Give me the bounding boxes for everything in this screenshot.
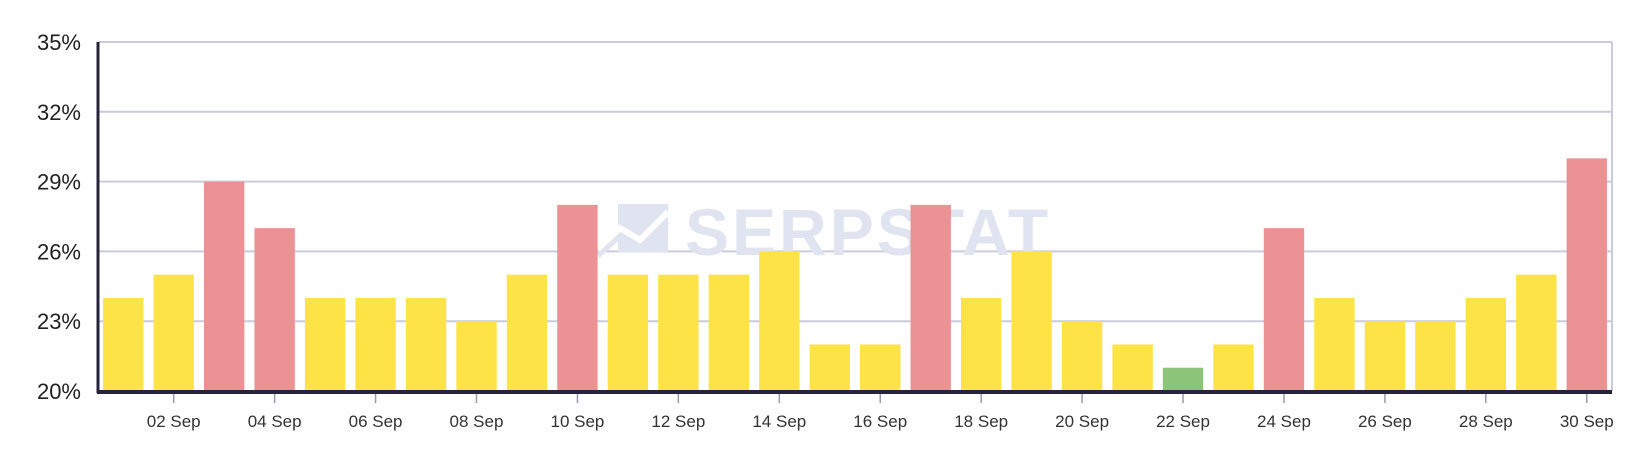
x-tick-label: 08 Sep [450, 412, 504, 431]
logo-trend-shadow [596, 220, 670, 258]
x-tick-label: 06 Sep [349, 412, 403, 431]
x-tick-label: 20 Sep [1055, 412, 1109, 431]
bar-19-sep[interactable] [1011, 251, 1052, 391]
bar-18-sep[interactable] [960, 297, 1002, 391]
bar-22-sep[interactable] [1162, 367, 1204, 391]
bar-02-sep[interactable] [153, 274, 194, 391]
bar-08-sep[interactable] [456, 321, 497, 391]
bar-16-sep[interactable] [860, 344, 901, 391]
bar-13-sep[interactable] [708, 274, 750, 391]
x-tick-label: 12 Sep [651, 412, 705, 431]
y-tick-label: 23% [37, 309, 81, 334]
bar-09-sep[interactable] [506, 274, 548, 391]
bar-01-sep[interactable] [103, 297, 144, 391]
logo-trend-line [595, 209, 671, 253]
bar-26-sep[interactable] [1364, 321, 1406, 391]
x-tick-label: 28 Sep [1459, 412, 1513, 431]
bar-21-sep[interactable] [1112, 344, 1153, 391]
x-tick-label: 22 Sep [1156, 412, 1210, 431]
watermark-text: SERPSTAT [685, 195, 1051, 269]
y-axis-ticks: 20% 23% 26% 29% 32% 35% [37, 30, 81, 404]
bar-05-sep[interactable] [304, 297, 346, 391]
x-axis-ticks: 02 Sep 04 Sep 06 Sep 08 Sep 10 Sep 12 Sep 14 S… [147, 394, 1614, 431]
y-tick-label: 35% [37, 30, 81, 55]
serpstat-logo-icon [595, 204, 671, 258]
x-tick-label: 18 Sep [954, 412, 1008, 431]
x-tick-label: 24 Sep [1257, 412, 1311, 431]
y-tick-label: 29% [37, 170, 81, 195]
bar-06-sep[interactable] [355, 297, 396, 391]
bar-25-sep[interactable] [1314, 297, 1355, 391]
x-tick-label: 10 Sep [550, 412, 604, 431]
bar-29-sep[interactable] [1516, 274, 1557, 391]
bar-04-sep[interactable] [254, 228, 295, 391]
y-tick-label: 20% [37, 379, 81, 404]
bar-11-sep[interactable] [607, 274, 649, 391]
x-tick-label: 14 Sep [752, 412, 806, 431]
bar-23-sep[interactable] [1213, 344, 1254, 391]
bar-20-sep[interactable] [1061, 321, 1103, 391]
bar-03-sep[interactable] [203, 181, 245, 391]
axes [96, 42, 1612, 394]
bar-15-sep[interactable] [809, 344, 850, 391]
grid-lines [98, 41, 1613, 391]
bar-30-sep[interactable] [1566, 158, 1607, 391]
bar-27-sep[interactable] [1415, 321, 1456, 391]
x-tick-label: 30 Sep [1560, 412, 1614, 431]
x-tick-label: 02 Sep [147, 412, 201, 431]
bar-17-sep[interactable] [910, 204, 951, 391]
bar-10-sep[interactable] [557, 204, 598, 391]
bar-07-sep[interactable] [405, 297, 447, 391]
bar-14-sep[interactable] [759, 251, 800, 391]
bar-24-sep[interactable] [1263, 228, 1305, 391]
bar-28-sep[interactable] [1465, 297, 1507, 391]
y-tick-label: 32% [37, 100, 81, 125]
x-tick-label: 26 Sep [1358, 412, 1412, 431]
x-tick-label: 16 Sep [853, 412, 907, 431]
serpstat-watermark: SERPSTAT [595, 195, 1051, 269]
y-tick-label: 26% [37, 239, 81, 264]
x-tick-label: 04 Sep [248, 412, 302, 431]
bars[interactable] [103, 158, 1607, 391]
bar-12-sep[interactable] [658, 274, 699, 391]
